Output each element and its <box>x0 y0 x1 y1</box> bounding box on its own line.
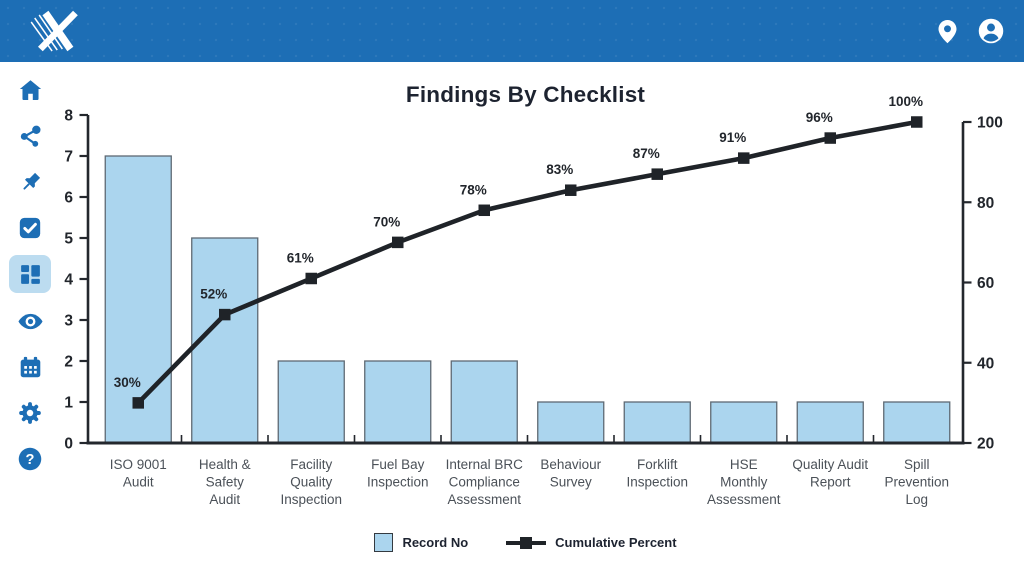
svg-text:Assessment: Assessment <box>707 492 781 507</box>
calendar-icon <box>20 356 40 377</box>
eye-icon <box>17 313 43 329</box>
svg-text:Quality: Quality <box>290 475 332 490</box>
sidebar-item-pin[interactable] <box>9 163 51 201</box>
share-icon <box>20 125 40 147</box>
svg-text:87%: 87% <box>633 146 660 161</box>
checklist-icon <box>19 217 41 239</box>
svg-text:Safety: Safety <box>206 475 245 490</box>
svg-text:Prevention: Prevention <box>884 475 949 490</box>
brand-x-logo[interactable] <box>30 9 92 53</box>
chart-title: Findings By Checklist <box>405 82 646 107</box>
legend-item-cumulative-percent: Cumulative Percent <box>506 535 677 550</box>
dashboard-icon <box>20 264 40 284</box>
svg-text:60: 60 <box>977 275 994 292</box>
sidebar-item-dashboard[interactable] <box>9 255 51 293</box>
sidebar-item-home[interactable] <box>9 71 51 109</box>
svg-text:Spill: Spill <box>904 457 930 472</box>
sidebar: ? <box>0 62 60 576</box>
svg-text:?: ? <box>26 452 35 468</box>
settings-gear-icon <box>19 402 41 424</box>
sidebar-item-help[interactable]: ? <box>9 440 51 478</box>
top-bar-actions <box>930 14 1008 48</box>
svg-text:Forklift: Forklift <box>637 457 678 472</box>
svg-text:Compliance: Compliance <box>449 475 520 490</box>
svg-text:0: 0 <box>64 436 73 453</box>
svg-text:Health &: Health & <box>199 457 251 472</box>
legend-line-marker-swatch <box>506 536 547 549</box>
svg-text:52%: 52% <box>200 287 227 302</box>
svg-text:Audit: Audit <box>123 475 154 490</box>
svg-text:20: 20 <box>977 436 994 453</box>
svg-text:Monthly: Monthly <box>720 475 768 490</box>
svg-text:Assessment: Assessment <box>447 492 521 507</box>
legend-label: Cumulative Percent <box>555 535 677 550</box>
svg-text:Survey: Survey <box>550 475 592 490</box>
svg-text:2: 2 <box>64 354 73 371</box>
svg-text:70%: 70% <box>373 214 400 229</box>
svg-text:1: 1 <box>64 395 73 412</box>
sidebar-item-calendar[interactable] <box>9 348 51 386</box>
svg-text:100: 100 <box>977 115 1003 132</box>
svg-text:ISO 9001: ISO 9001 <box>110 457 167 472</box>
svg-text:5: 5 <box>64 231 73 248</box>
legend-label: Record No <box>402 535 469 550</box>
svg-text:100%: 100% <box>888 94 923 109</box>
legend-bar-swatch <box>374 533 394 552</box>
svg-text:Audit: Audit <box>209 492 240 507</box>
svg-text:30%: 30% <box>114 375 141 390</box>
chart-legend: Record No Cumulative Percent <box>88 533 963 552</box>
svg-text:Facility: Facility <box>290 457 332 472</box>
svg-text:7: 7 <box>64 149 73 166</box>
location-pin-button[interactable] <box>930 14 964 48</box>
sidebar-item-share[interactable] <box>9 117 51 155</box>
svg-text:Inspection: Inspection <box>626 475 688 490</box>
svg-text:Inspection: Inspection <box>280 492 342 507</box>
svg-text:Internal BRC: Internal BRC <box>446 457 524 472</box>
svg-text:Log: Log <box>905 492 928 507</box>
home-icon <box>19 79 41 100</box>
svg-text:Report: Report <box>810 475 851 490</box>
svg-text:83%: 83% <box>546 162 573 177</box>
svg-text:96%: 96% <box>806 110 833 125</box>
top-bar <box>0 0 1024 62</box>
svg-text:Inspection: Inspection <box>367 475 429 490</box>
svg-text:78%: 78% <box>460 182 487 197</box>
brand-x-logo-icon <box>30 10 78 52</box>
svg-text:3: 3 <box>64 313 73 330</box>
legend-item-record-no: Record No <box>374 533 468 552</box>
svg-text:8: 8 <box>64 108 73 125</box>
sidebar-item-settings[interactable] <box>9 394 51 432</box>
svg-text:Behaviour: Behaviour <box>540 457 601 472</box>
svg-text:HSE: HSE <box>730 457 758 472</box>
svg-text:6: 6 <box>64 190 73 207</box>
user-profile-button[interactable] <box>974 14 1008 48</box>
svg-text:40: 40 <box>977 355 994 372</box>
user-profile-icon <box>978 18 1004 44</box>
sidebar-item-checklist[interactable] <box>9 209 51 247</box>
svg-text:Fuel Bay: Fuel Bay <box>371 457 425 472</box>
location-pin-icon <box>938 19 956 43</box>
sidebar-item-view[interactable] <box>9 302 51 340</box>
svg-text:91%: 91% <box>719 130 746 145</box>
svg-text:4: 4 <box>64 272 73 289</box>
svg-text:Quality Audit: Quality Audit <box>792 457 868 472</box>
help-icon: ? <box>18 447 42 471</box>
svg-text:61%: 61% <box>287 250 314 265</box>
svg-text:80: 80 <box>977 195 994 212</box>
pin-icon <box>22 172 40 190</box>
